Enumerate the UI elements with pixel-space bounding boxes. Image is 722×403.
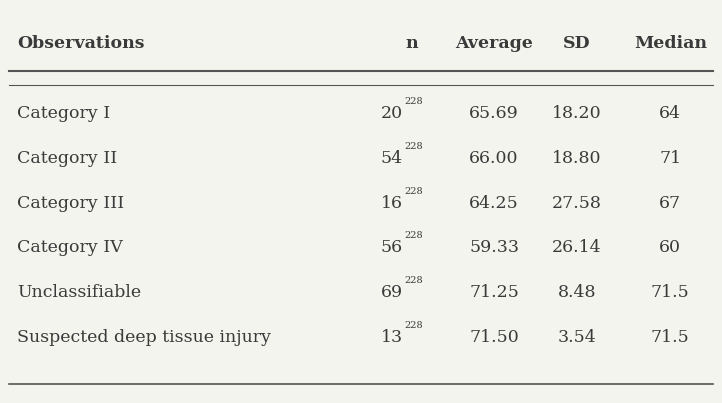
- Text: 71.50: 71.50: [469, 329, 519, 346]
- Text: 228: 228: [404, 187, 423, 195]
- Text: n: n: [405, 35, 417, 52]
- Text: 18.20: 18.20: [552, 105, 601, 122]
- Text: Category III: Category III: [17, 195, 124, 212]
- Text: 71.25: 71.25: [469, 284, 519, 301]
- Text: Suspected deep tissue injury: Suspected deep tissue injury: [17, 329, 271, 346]
- Text: 66.00: 66.00: [469, 150, 519, 167]
- Text: 54: 54: [380, 150, 403, 167]
- Text: 27.58: 27.58: [552, 195, 601, 212]
- Text: 20: 20: [380, 105, 403, 122]
- Text: 3.54: 3.54: [557, 329, 596, 346]
- Text: Category IV: Category IV: [17, 239, 123, 256]
- Text: 228: 228: [404, 97, 423, 106]
- Text: 56: 56: [380, 239, 403, 256]
- Text: Median: Median: [634, 35, 707, 52]
- Text: 228: 228: [404, 321, 423, 330]
- Text: 228: 228: [404, 231, 423, 241]
- Text: 71.5: 71.5: [651, 329, 690, 346]
- Text: 64.25: 64.25: [469, 195, 519, 212]
- Text: Observations: Observations: [17, 35, 144, 52]
- Text: 67: 67: [659, 195, 682, 212]
- Text: 16: 16: [380, 195, 403, 212]
- Text: Category I: Category I: [17, 105, 110, 122]
- Text: 228: 228: [404, 276, 423, 285]
- Text: 69: 69: [380, 284, 403, 301]
- Text: 26.14: 26.14: [552, 239, 601, 256]
- Text: 64: 64: [659, 105, 682, 122]
- Text: 228: 228: [404, 142, 423, 151]
- Text: 71.5: 71.5: [651, 284, 690, 301]
- Text: 71: 71: [659, 150, 682, 167]
- Text: 59.33: 59.33: [469, 239, 519, 256]
- Text: 18.80: 18.80: [552, 150, 601, 167]
- Text: Unclassifiable: Unclassifiable: [17, 284, 142, 301]
- Text: 65.69: 65.69: [469, 105, 519, 122]
- Text: 13: 13: [380, 329, 403, 346]
- Text: SD: SD: [563, 35, 591, 52]
- Text: 60: 60: [659, 239, 682, 256]
- Text: Category II: Category II: [17, 150, 118, 167]
- Text: 8.48: 8.48: [557, 284, 596, 301]
- Text: Average: Average: [455, 35, 533, 52]
